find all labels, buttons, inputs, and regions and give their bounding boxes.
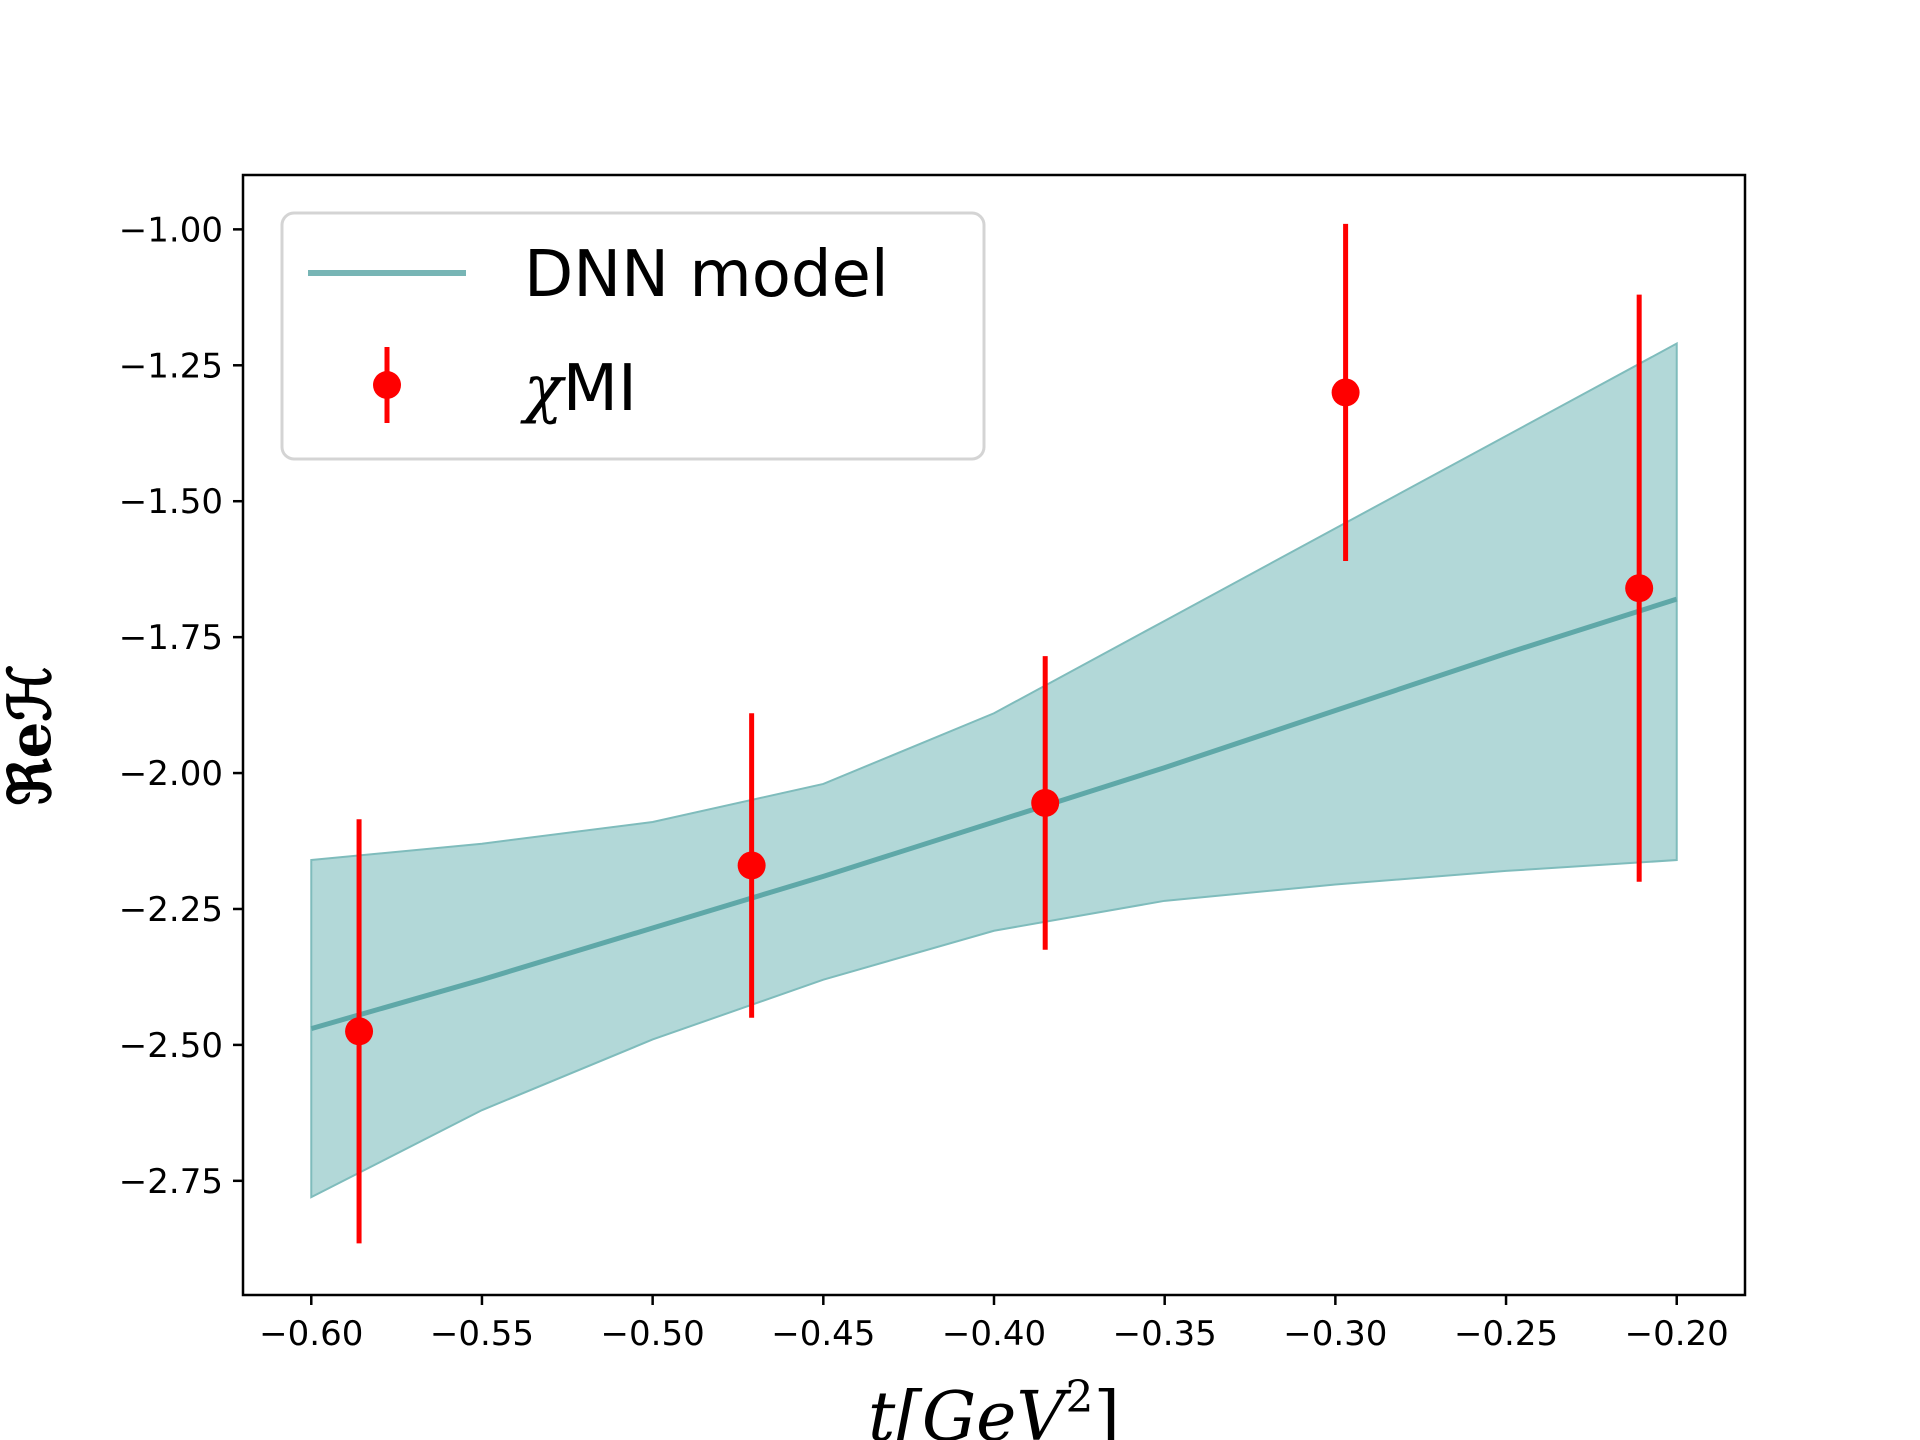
x-tick-label: −0.35 — [1113, 1314, 1217, 1354]
legend-marker-swatch — [373, 371, 401, 399]
legend-label-chimi: χMI — [520, 352, 637, 426]
chiMI-point — [1625, 574, 1654, 603]
chiMI-point — [345, 1017, 374, 1046]
x-axis-ticks: −0.60 −0.55 −0.50 −0.45 −0.40 −0.35 −0.30 −0.25… — [259, 1295, 1729, 1354]
y-tick-label: −1.75 — [119, 618, 223, 658]
legend-label-dnn-model: DNN model — [524, 238, 889, 312]
x-tick-label: −0.40 — [942, 1314, 1046, 1354]
y-tick-label: −2.50 — [119, 1026, 223, 1066]
y-tick-label: −2.75 — [119, 1162, 223, 1202]
dnn-uncertainty-band — [310, 341, 1678, 1199]
y-axis-label: ℜeℋ — [0, 664, 64, 805]
x-axis-label-end: ] — [1094, 1378, 1121, 1440]
x-tick-label: −0.30 — [1283, 1314, 1387, 1354]
y-axis-ticks: −1.00 −1.25 −1.50 −1.75 −2.00 −2.25 −2.50 −2.75 — [119, 210, 243, 1202]
dnn-uncertainty-band-layer — [310, 341, 1678, 1199]
legend-label-chimi-greek: χ — [520, 352, 566, 426]
y-tick-label: −1.00 — [119, 210, 223, 250]
y-tick-label: −1.50 — [119, 482, 223, 522]
x-axis-label-main: t[GeV — [868, 1378, 1071, 1440]
x-tick-label: −0.60 — [259, 1314, 363, 1354]
x-tick-label: −0.25 — [1454, 1314, 1558, 1354]
chiMI-point — [1031, 788, 1060, 817]
y-tick-label: −1.25 — [119, 346, 223, 386]
chiMI-point — [737, 851, 766, 880]
x-tick-label: −0.20 — [1625, 1314, 1729, 1354]
chiMI-errorbar-layer — [345, 223, 1654, 1244]
y-tick-label: −2.00 — [119, 754, 223, 794]
x-tick-label: −0.55 — [430, 1314, 534, 1354]
y-tick-label: −2.25 — [119, 890, 223, 930]
x-tick-label: −0.45 — [771, 1314, 875, 1354]
chiMI-point — [1331, 378, 1360, 407]
dnn-model-line-layer — [310, 596, 1678, 1031]
legend-label-chimi-rest: MI — [563, 352, 637, 426]
x-axis-label: t[GeV2] — [868, 1372, 1120, 1440]
x-tick-label: −0.50 — [601, 1314, 705, 1354]
x-axis-label-superscript: 2 — [1066, 1372, 1094, 1423]
dnn-model-line — [310, 596, 1678, 1031]
legend: DNN model χMI — [280, 211, 986, 461]
